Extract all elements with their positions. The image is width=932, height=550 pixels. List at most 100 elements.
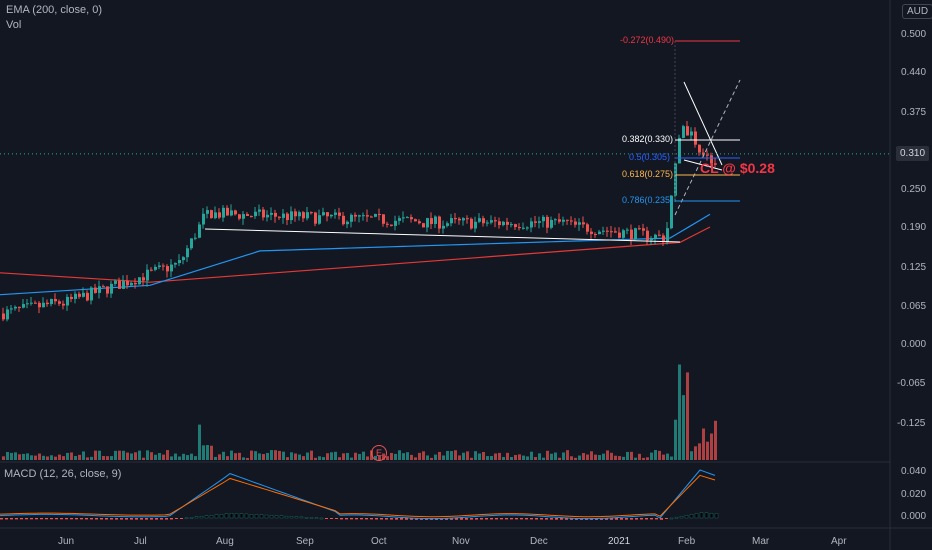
- macd-legend[interactable]: MACD (12, 26, close, 9): [4, 468, 122, 480]
- candle-body: [422, 223, 425, 228]
- volume-bar: [570, 456, 573, 460]
- macd-histogram-bar: [264, 514, 269, 519]
- candle-body: [474, 221, 477, 229]
- candle-body: [126, 281, 129, 286]
- macd-histogram-bar: [75, 518, 78, 520]
- candle-body: [706, 154, 709, 156]
- candle-body: [250, 215, 253, 217]
- candle-body: [22, 304, 25, 308]
- macd-histogram-bar: [15, 518, 18, 520]
- candle-body: [418, 221, 421, 224]
- fib-label-neg272[interactable]: -0.272(0.490): [620, 35, 675, 45]
- volume-bar: [598, 455, 601, 460]
- volume-legend[interactable]: Vol: [6, 19, 22, 31]
- macd-histogram-bar: [165, 518, 168, 520]
- candle-body: [302, 212, 305, 219]
- candle-body: [154, 266, 157, 270]
- macd-histogram-bar: [355, 518, 358, 520]
- fib-label-786[interactable]: 0.786(0.235): [622, 195, 674, 205]
- macd-histogram-bar: [214, 514, 219, 519]
- volume-bar: [170, 456, 173, 460]
- earnings-event-marker[interactable]: E: [371, 445, 387, 461]
- macd-histogram-bar: [575, 518, 578, 520]
- volume-bar: [294, 453, 297, 460]
- candle-body: [238, 214, 241, 219]
- candle-body: [330, 214, 333, 217]
- candle-body: [426, 218, 429, 228]
- volume-bar: [350, 457, 353, 460]
- volume-bar: [618, 456, 621, 460]
- volume-bar: [226, 456, 229, 460]
- candle-body: [670, 195, 673, 229]
- volume-bar: [706, 441, 709, 460]
- macd-histogram-bar: [319, 517, 324, 520]
- volume-bar: [338, 457, 341, 460]
- macd-histogram-bar: [299, 516, 304, 519]
- candle-body: [86, 292, 89, 301]
- candle-body: [366, 215, 369, 217]
- fib-label-618[interactable]: 0.618(0.275): [622, 169, 674, 179]
- volume-bar: [178, 456, 181, 460]
- candle-body: [254, 211, 257, 217]
- volume-bar: [334, 451, 337, 460]
- macd-histogram-bar: [100, 518, 103, 520]
- cl-annotation[interactable]: CL @ $0.28: [700, 160, 775, 176]
- volume-bar: [426, 455, 429, 460]
- volume-bar: [450, 451, 453, 460]
- currency-badge[interactable]: AUD: [902, 4, 932, 19]
- volume-bar: [442, 455, 445, 460]
- candle-body: [494, 220, 497, 222]
- candle-body: [74, 293, 77, 299]
- volume-bar: [474, 451, 477, 460]
- macd-histogram-bar: [145, 518, 148, 520]
- ema-legend[interactable]: EMA (200, close, 0): [6, 4, 102, 16]
- candle-body: [610, 231, 613, 233]
- volume-bar: [190, 453, 193, 460]
- volume-bar: [42, 455, 45, 460]
- volume-bar: [38, 453, 41, 460]
- volume-bar: [6, 451, 9, 460]
- candle-body: [522, 227, 525, 229]
- volume-bar: [30, 455, 33, 460]
- candle-body: [666, 228, 669, 242]
- candle-body: [278, 216, 281, 218]
- volume-bar: [254, 451, 257, 460]
- volume-bar: [22, 453, 25, 460]
- volume-bar: [654, 450, 657, 460]
- candle-body: [218, 212, 221, 218]
- candle-body: [602, 230, 605, 232]
- fib-label-5[interactable]: 0.5(0.305): [629, 152, 671, 162]
- macd-histogram-bar: [70, 518, 73, 520]
- volume-bar: [258, 453, 261, 460]
- volume-bar: [546, 450, 549, 460]
- macd-histogram-bar: [45, 518, 48, 520]
- volume-bar: [634, 457, 637, 460]
- candle-body: [114, 280, 117, 284]
- candle-body: [362, 215, 365, 217]
- macd-histogram-bar: [709, 512, 714, 519]
- candle-body: [714, 163, 717, 165]
- volume-bar: [302, 456, 305, 460]
- macd-histogram-bar: [625, 518, 628, 520]
- candle-body: [562, 219, 565, 222]
- candle-body: [270, 212, 273, 215]
- macd-histogram-bar: [620, 518, 623, 520]
- macd-panel-plot: [0, 469, 719, 520]
- volume-bar: [146, 450, 149, 460]
- candle-body: [62, 303, 65, 306]
- volume-bar: [230, 450, 233, 460]
- volume-bar: [574, 457, 577, 460]
- macd-histogram-bar: [294, 516, 299, 519]
- volume-bar: [182, 453, 185, 460]
- candle-body: [514, 224, 517, 228]
- macd-histogram-bar: [340, 518, 343, 520]
- volume-bar: [314, 457, 317, 460]
- macd-histogram-bar: [80, 518, 83, 520]
- volume-bar: [422, 451, 425, 460]
- macd-histogram-bar: [170, 518, 173, 520]
- macd-histogram-bar: [660, 518, 663, 520]
- fib-label-382[interactable]: 0.382(0.330): [622, 134, 674, 144]
- candle-body: [294, 211, 297, 217]
- volume-bar: [34, 455, 37, 460]
- candle-body: [70, 296, 73, 299]
